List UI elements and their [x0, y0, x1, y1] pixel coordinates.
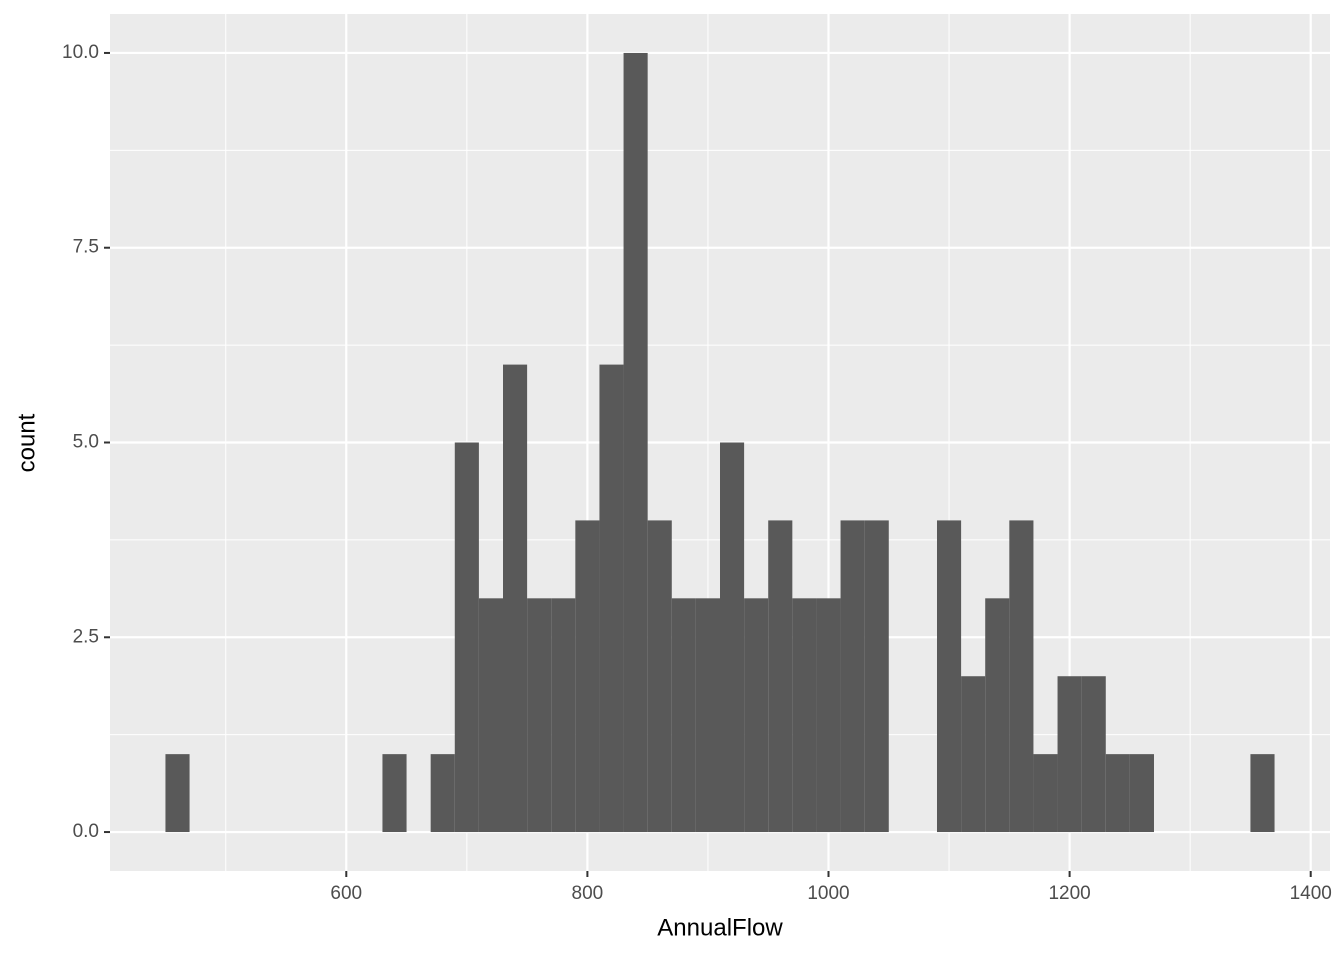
- y-tick-label: 0.0: [73, 821, 99, 842]
- bar: [430, 754, 455, 833]
- y-axis-title: count: [13, 413, 40, 472]
- y-tick-label: 10.0: [62, 42, 99, 63]
- bar: [551, 598, 576, 833]
- bar: [961, 676, 986, 833]
- bar: [599, 364, 624, 833]
- x-tick-label: 1200: [1048, 883, 1090, 904]
- bar: [1009, 520, 1034, 833]
- bar: [720, 442, 745, 833]
- x-axis-title: AnnualFlow: [657, 914, 783, 941]
- bar: [527, 598, 552, 833]
- bar: [840, 520, 865, 833]
- x-tick-label: 1400: [1290, 883, 1332, 904]
- bar: [503, 364, 528, 833]
- y-tick-label: 7.5: [73, 237, 99, 258]
- bar: [1081, 676, 1106, 833]
- bar: [454, 442, 479, 833]
- bar: [936, 520, 962, 833]
- x-tick-label: 600: [330, 883, 362, 904]
- bar: [1129, 754, 1154, 833]
- y-tick-label: 5.0: [73, 432, 99, 453]
- y-tick-label: 2.5: [73, 626, 99, 647]
- bar: [1250, 754, 1275, 833]
- bar: [647, 520, 672, 833]
- bar: [1057, 676, 1082, 833]
- bar: [671, 598, 696, 833]
- bar: [1105, 754, 1130, 833]
- bar: [165, 754, 190, 833]
- x-tick-label: 800: [572, 883, 604, 904]
- bar: [985, 598, 1010, 833]
- bar: [382, 754, 407, 833]
- bar: [575, 520, 600, 833]
- bar: [744, 598, 769, 833]
- bar: [792, 598, 817, 833]
- bar: [478, 598, 504, 833]
- bar: [623, 52, 648, 833]
- bar: [1033, 754, 1058, 833]
- bar: [816, 598, 841, 833]
- x-tick-label: 1000: [807, 883, 849, 904]
- bar: [768, 520, 793, 833]
- bar: [864, 520, 889, 833]
- bar: [695, 598, 720, 833]
